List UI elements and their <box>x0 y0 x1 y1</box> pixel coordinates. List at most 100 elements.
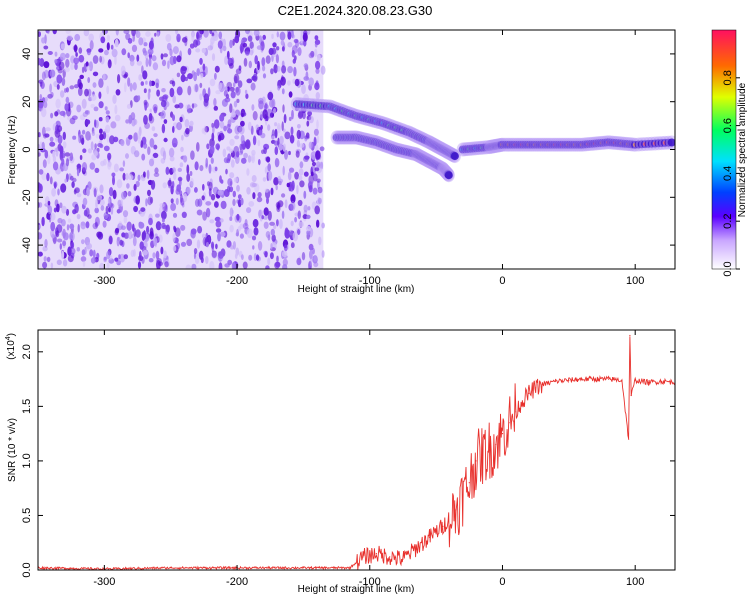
signal-core <box>667 138 675 147</box>
signal-track <box>290 97 461 164</box>
noise-speckle <box>284 229 291 239</box>
noise-speckle <box>89 249 94 257</box>
noise-speckle <box>88 135 92 141</box>
noise-speckle <box>224 263 230 268</box>
noise-speckle <box>288 150 291 156</box>
noise-speckle <box>315 161 321 169</box>
noise-speckle <box>321 222 325 229</box>
noise-speckle <box>211 132 215 141</box>
snr-x-tick-label: 0 <box>499 576 505 588</box>
noise-speckle <box>50 91 54 98</box>
noise-speckle <box>316 219 320 228</box>
snr-data-point <box>581 378 583 380</box>
noise-speckle <box>119 239 123 246</box>
noise-speckle <box>161 59 167 67</box>
noise-speckle <box>149 80 152 87</box>
noise-speckle <box>53 182 57 189</box>
noise-speckle <box>252 73 258 82</box>
noise-speckle <box>254 55 258 65</box>
noise-speckle <box>156 89 161 97</box>
colorbar-label: Normalized spectral amplitude <box>737 82 748 217</box>
noise-speckle <box>295 39 299 48</box>
noise-speckle <box>308 52 315 59</box>
noise-speckle <box>50 112 54 119</box>
noise-speckle <box>184 118 190 128</box>
noise-speckle <box>239 233 244 239</box>
noise-speckle <box>39 94 43 101</box>
noise-speckle <box>234 75 238 84</box>
noise-speckle <box>229 103 233 114</box>
noise-speckle <box>178 102 184 109</box>
noise-speckle <box>83 30 90 37</box>
noise-speckle <box>279 31 286 41</box>
noise-speckle <box>309 250 313 260</box>
noise-speckle <box>205 241 210 248</box>
noise-speckle <box>303 63 309 69</box>
noise-speckle <box>293 38 299 44</box>
noise-speckle <box>152 152 159 158</box>
noise-speckle <box>128 174 134 181</box>
noise-speckle <box>172 46 179 55</box>
snr-data-point <box>541 383 543 386</box>
noise-speckle <box>90 94 97 101</box>
noise-speckle <box>93 188 97 198</box>
noise-speckle <box>148 113 153 122</box>
snr-data-point <box>375 553 377 555</box>
noise-speckle <box>113 163 119 173</box>
noise-speckle <box>246 207 252 214</box>
noise-speckle <box>263 215 268 220</box>
noise-speckle <box>147 48 154 55</box>
noise-speckle <box>275 46 280 51</box>
noise-speckle <box>169 80 174 85</box>
noise-speckle <box>193 248 198 255</box>
noise-speckle <box>90 141 94 151</box>
snr-y-tick-label: 1.0 <box>21 453 33 468</box>
noise-speckle <box>92 82 97 88</box>
noise-speckle <box>270 228 275 236</box>
noise-speckle <box>224 97 231 103</box>
noise-speckle <box>176 72 181 78</box>
noise-speckle <box>60 183 67 193</box>
noise-speckle <box>227 178 233 187</box>
noise-speckle <box>211 251 218 259</box>
noise-speckle <box>176 86 183 96</box>
snr-y-tick-label: 1.5 <box>21 399 33 414</box>
noise-speckle <box>137 95 141 101</box>
noise-speckle <box>77 223 80 233</box>
noise-speckle <box>94 207 99 214</box>
noise-speckle <box>292 58 296 64</box>
noise-speckle <box>256 45 263 50</box>
noise-speckle <box>135 30 141 39</box>
noise-speckle <box>47 51 53 55</box>
colorbar-tick-label: 0.8 <box>722 70 734 85</box>
noise-speckle <box>162 150 167 161</box>
noise-speckle <box>123 254 128 260</box>
noise-speckle <box>120 65 126 76</box>
noise-speckle <box>143 99 148 106</box>
noise-speckle <box>314 167 320 172</box>
noise-speckle <box>172 95 176 104</box>
noise-speckle <box>145 80 148 85</box>
noise-speckle <box>60 43 65 50</box>
noise-speckle <box>265 231 271 238</box>
noise-speckle <box>125 173 129 181</box>
noise-speckle <box>313 128 319 136</box>
noise-speckle <box>296 129 301 140</box>
noise-speckle <box>234 35 240 44</box>
noise-speckle <box>303 76 310 81</box>
noise-speckle <box>41 37 46 44</box>
noise-speckle <box>193 71 198 82</box>
noise-speckle <box>245 46 251 52</box>
noise-speckle <box>247 155 252 163</box>
noise-speckle <box>209 144 215 155</box>
noise-speckle <box>98 48 104 53</box>
snr-frame <box>37 329 676 571</box>
noise-speckle <box>108 187 114 197</box>
noise-speckle <box>306 120 310 127</box>
noise-speckle <box>76 213 81 220</box>
noise-speckle <box>223 189 230 197</box>
noise-speckle <box>251 175 257 183</box>
noise-speckle <box>236 184 240 192</box>
noise-speckle <box>240 134 245 145</box>
